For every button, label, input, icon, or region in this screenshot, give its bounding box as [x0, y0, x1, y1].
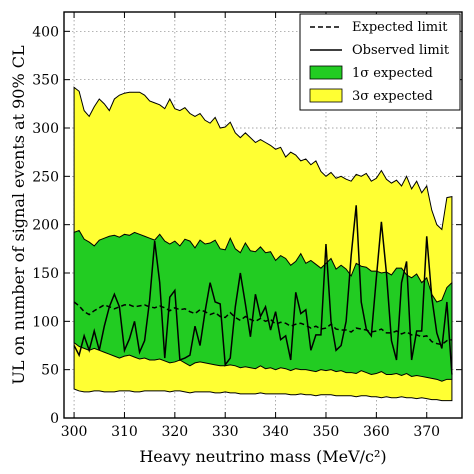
legend-3sigma-swatch — [309, 88, 343, 103]
y-tick-label: 250 — [32, 169, 59, 185]
expected-limit-line — [73, 301, 453, 346]
legend: Expected limit Observed limit 1σ expecte… — [299, 13, 461, 111]
y-tick-label: 100 — [32, 314, 59, 330]
x-tick-label: 310 — [111, 424, 138, 440]
plot-frame — [63, 11, 463, 419]
y-tick-label: 200 — [32, 218, 59, 234]
y-axis-title: UL on number of signal events at 90% CL — [9, 45, 28, 385]
x-tick-label: 360 — [363, 424, 390, 440]
legend-1sigma-swatch — [309, 65, 343, 80]
y-tick-label: 150 — [32, 266, 59, 282]
x-tick-label: 300 — [61, 424, 88, 440]
bands — [73, 86, 453, 402]
legend-3sigma-label: 3σ expected — [352, 89, 433, 104]
y-tick-label: 0 — [50, 411, 59, 427]
y-tick-label: 400 — [32, 24, 59, 40]
band-1sigma-expected — [73, 229, 453, 382]
limit-lines — [73, 205, 453, 375]
x-axis-title: Heavy neutrino mass (MeV/c²) — [139, 447, 386, 466]
x-tick-label: 320 — [161, 424, 188, 440]
legend-1sigma-label: 1σ expected — [352, 66, 433, 81]
x-tick-label: 370 — [413, 424, 440, 440]
legend-observed-label: Observed limit — [352, 43, 450, 58]
x-tick-label: 340 — [262, 424, 289, 440]
observed-limit-line — [73, 205, 453, 375]
x-tick-label: 330 — [212, 424, 239, 440]
y-tick-label: 300 — [32, 121, 59, 137]
x-tick-label: 350 — [313, 424, 340, 440]
axis-ticks: 300 310 320 330 340 350 360 370 0 50 100 150 200 250 3… — [32, 12, 462, 440]
y-tick-label: 50 — [41, 363, 59, 379]
y-tick-label: 350 — [32, 73, 59, 89]
legend-expected-label: Expected limit — [352, 20, 448, 35]
